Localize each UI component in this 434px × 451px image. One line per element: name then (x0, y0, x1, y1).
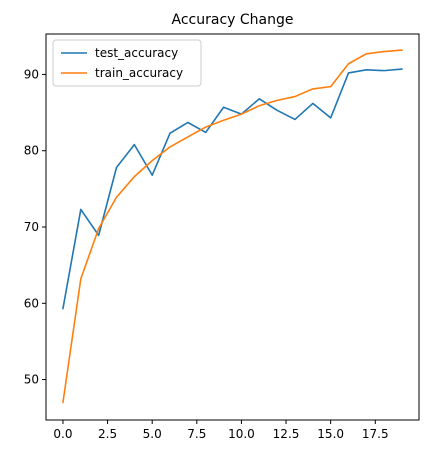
plot-frame (45, 33, 420, 421)
y-tick-label: 90 (24, 67, 39, 81)
x-tick-label: 7.5 (187, 427, 206, 441)
x-axis: 0.0 2.5 5.0 7.5 10.0 12.5 15.0 17.5 (53, 420, 389, 441)
series-lines (62, 49, 403, 404)
x-tick-label: 0.0 (53, 427, 72, 441)
chart-title: Accuracy Change (172, 12, 294, 28)
y-tick-label: 60 (24, 296, 39, 310)
y-tick-label: 80 (24, 144, 39, 158)
legend-label-test-accuracy: test_accuracy (95, 46, 178, 60)
legend-label-train-accuracy: train_accuracy (95, 66, 183, 80)
y-tick-label: 70 (24, 220, 39, 234)
x-tick-label: 17.5 (362, 427, 389, 441)
x-tick-label: 2.5 (98, 427, 117, 441)
x-tick-label: 5.0 (143, 427, 162, 441)
series-line-train-accuracy (62, 49, 403, 404)
x-tick-label: 12.5 (273, 427, 300, 441)
series-line-test-accuracy (62, 68, 403, 310)
y-axis: 50 60 70 80 90 (24, 67, 46, 387)
x-tick-label: 10.0 (228, 427, 255, 441)
y-tick-label: 50 (24, 373, 39, 387)
legend: test_accuracy train_accuracy (52, 39, 202, 87)
legend-box (52, 39, 202, 87)
x-tick-label: 15.0 (317, 427, 344, 441)
